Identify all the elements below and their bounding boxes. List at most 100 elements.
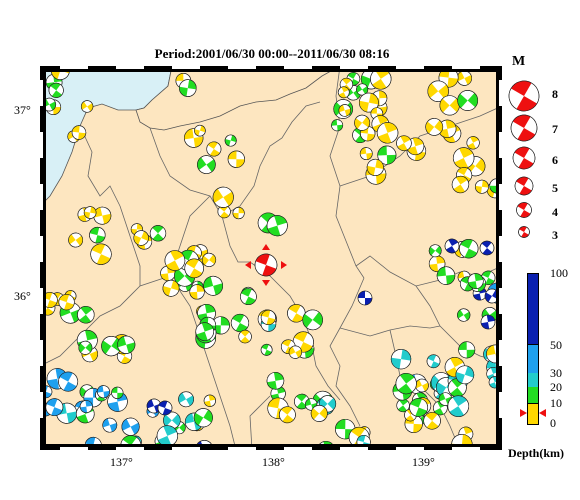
focal-mechanism-ball-deep <box>444 238 460 254</box>
frame-tick <box>116 66 144 69</box>
focal-mechanism-ball-deep <box>484 288 500 304</box>
lon-label-138: 138° <box>262 455 285 469</box>
focal-mechanism-ball <box>77 306 95 324</box>
magnitude-legend-symbols <box>508 80 540 238</box>
focal-mechanism-ball <box>80 100 94 113</box>
magnitude-legend-ball <box>516 202 532 218</box>
focal-mechanism-ball <box>149 225 167 242</box>
focal-mechanism-ball <box>121 417 140 436</box>
depth-tick-10: 10 <box>550 396 562 410</box>
focal-mechanism-ball <box>58 371 79 392</box>
frame-tick <box>340 66 368 69</box>
focal-mechanism-ball <box>310 405 328 422</box>
frame-tick <box>396 66 424 69</box>
focal-mechanism-ball <box>452 147 475 169</box>
magnitude-label-5: 5 <box>552 181 558 195</box>
frame-tick <box>116 447 144 450</box>
frame-tick <box>40 392 43 418</box>
focal-mechanism-ball <box>459 239 479 259</box>
focal-mechanism-ball <box>451 175 470 194</box>
magnitude-legend-ball <box>510 114 538 142</box>
frame-tick <box>499 132 502 158</box>
map-title: Period:2001/06/30 00:00--2011/06/30 08:1… <box>154 46 390 61</box>
focal-mechanism-ball <box>260 343 273 356</box>
frame-tick <box>40 80 43 106</box>
focal-mechanism-ball <box>366 158 384 177</box>
frame-tick <box>40 340 43 366</box>
depth-tick-100: 100 <box>550 266 568 280</box>
depth-tick-30: 30 <box>550 366 562 380</box>
lat-label-36: 36° <box>14 289 31 303</box>
focal-mechanism-ball <box>189 284 205 300</box>
frame-tick <box>452 447 480 450</box>
focal-mechanism-ball <box>288 345 303 359</box>
focal-mechanism-ball <box>302 309 323 331</box>
magnitude-label-7: 7 <box>552 122 558 136</box>
focal-mechanism-ball <box>230 313 250 333</box>
focal-mechanism-ball <box>370 68 392 90</box>
frame-tick <box>499 288 502 314</box>
frame-tick <box>40 132 43 158</box>
focal-mechanism-ball <box>390 348 412 370</box>
frame-tick <box>499 184 502 210</box>
focal-mechanism-ball <box>203 275 224 296</box>
focal-mechanism-ball-deep <box>157 400 173 416</box>
lon-label-137: 137° <box>110 455 133 469</box>
focal-mechanism-ball <box>212 186 234 208</box>
focal-mechanism-ball <box>331 119 344 132</box>
magnitude-legend-ball <box>518 226 530 238</box>
focal-mechanism-ball <box>117 335 136 354</box>
focal-mechanism-ball-deep <box>357 290 373 306</box>
focal-mechanism-ball <box>111 386 124 399</box>
frame-tick <box>340 447 368 450</box>
magnitude-label-3: 3 <box>552 228 558 242</box>
focal-mechanism-ball <box>266 215 288 237</box>
focal-mechanism-ball <box>203 394 216 407</box>
frame-tick <box>499 340 502 366</box>
depth-tick-20: 20 <box>550 380 562 394</box>
focal-mechanism-ball <box>83 206 97 219</box>
focal-mechanism-ball <box>354 114 371 131</box>
focal-mechanism-ball <box>79 400 93 414</box>
frame-tick <box>40 236 43 262</box>
focal-mechanism-ball <box>206 141 222 157</box>
frame-tick <box>396 447 424 450</box>
focal-mechanism-ball <box>474 179 489 194</box>
focal-mechanism-ball <box>133 230 149 246</box>
focal-mechanism-ball <box>338 104 351 117</box>
depth-tick-0: 0 <box>550 416 556 430</box>
frame-tick <box>228 66 256 69</box>
focal-mechanism-ball <box>178 391 194 408</box>
focal-mechanism-ball-deep <box>480 314 496 330</box>
focal-mechanism-ball <box>193 408 213 428</box>
focal-mechanism-ball <box>356 83 369 96</box>
focal-mechanism-ball <box>224 134 237 147</box>
focal-mechanism-ball <box>211 316 230 335</box>
focal-mechanism-ball <box>279 406 296 424</box>
depth-legend-title: Depth(km) <box>508 446 564 460</box>
frame-tick <box>40 184 43 210</box>
magnitude-legend-ball <box>514 176 534 196</box>
focal-mechanism-ball <box>260 309 276 326</box>
magnitude-label-6: 6 <box>552 153 558 167</box>
focal-mechanism-ball <box>195 322 215 341</box>
frame-tick <box>40 288 43 314</box>
focal-mechanism-ball <box>337 86 350 99</box>
focal-mechanism-ball <box>102 417 118 433</box>
focal-mechanism-ball <box>93 206 112 225</box>
depth-color-bar <box>527 273 539 425</box>
frame-tick <box>499 236 502 262</box>
focal-mechanism-ball <box>415 378 429 393</box>
focal-mechanism-ball <box>240 288 257 305</box>
focal-mechanism-ball-deep <box>479 240 495 256</box>
focal-mechanism-ball <box>89 226 106 244</box>
focal-mechanism-ball <box>90 243 112 265</box>
focal-mechanism-ball <box>358 92 379 113</box>
focal-mechanism-ball <box>179 79 197 97</box>
focal-mechanism-ball <box>184 258 204 279</box>
frame-tick <box>499 392 502 418</box>
frame-tick <box>284 447 312 450</box>
focal-mechanism-ball <box>409 398 429 417</box>
focal-mechanism-ball <box>466 136 480 150</box>
magnitude-legend-title: M <box>512 54 526 69</box>
